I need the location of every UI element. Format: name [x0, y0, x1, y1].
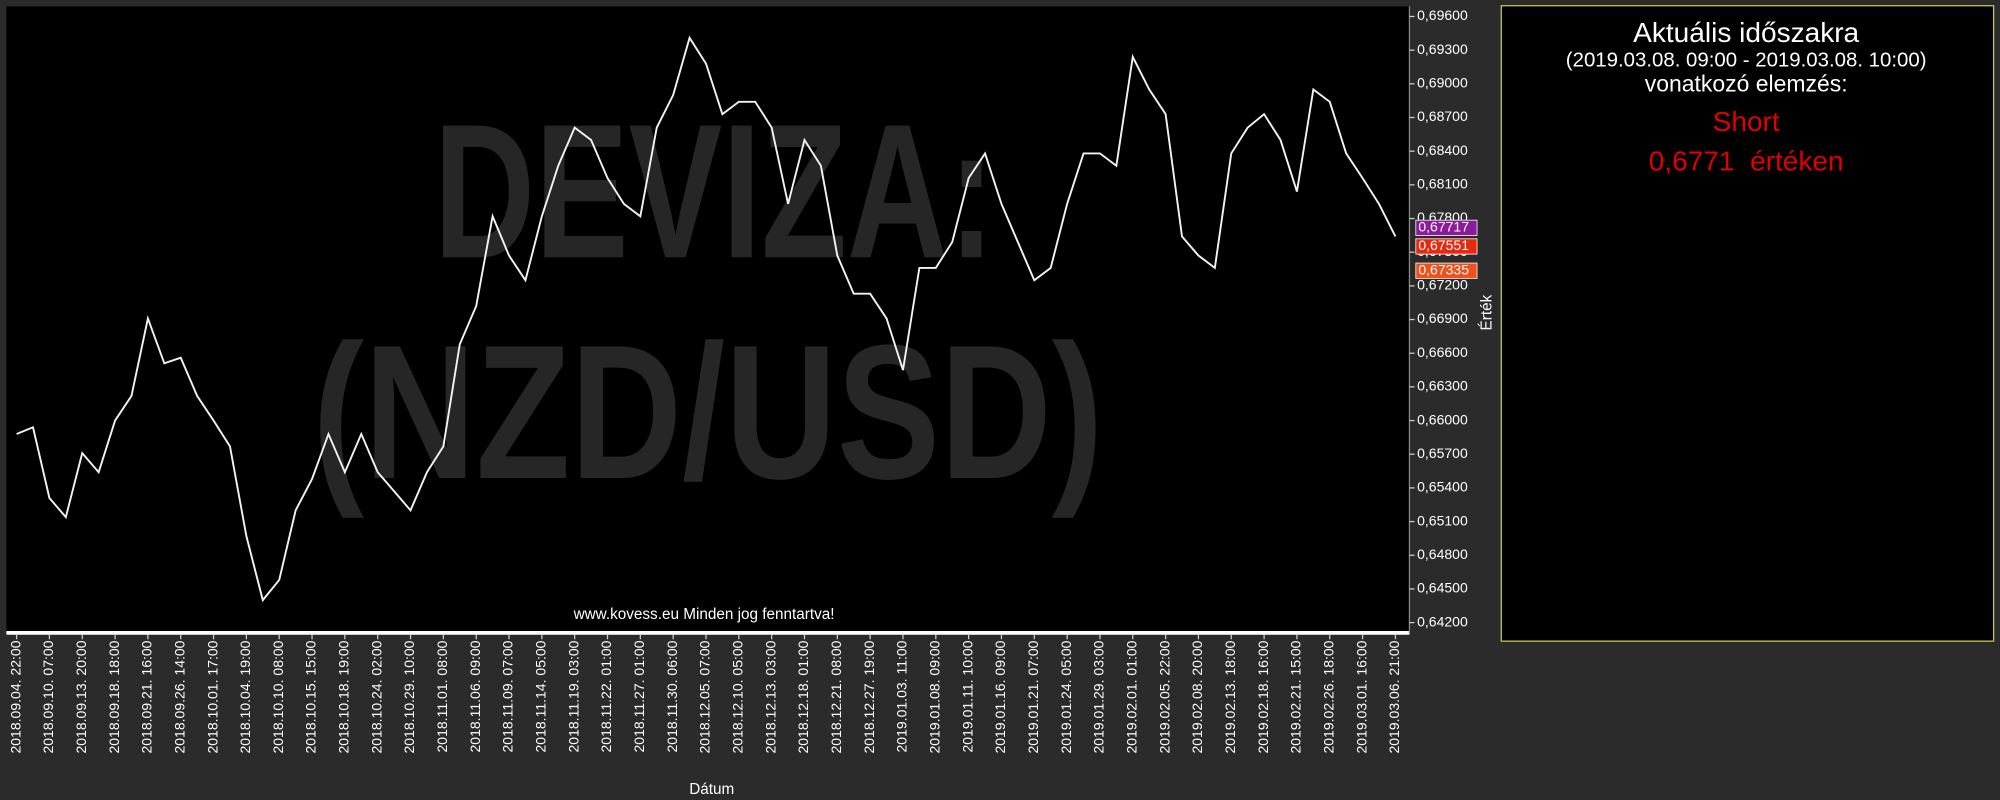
- x-tick-label: 2018.10.18. 19:00: [336, 640, 352, 753]
- x-tick-label: 2018.09.26. 14:00: [171, 640, 187, 753]
- x-tick-label: 2019.02.05. 22:00: [1156, 640, 1172, 753]
- x-tick-label: 2019.01.11. 10:00: [959, 640, 975, 752]
- x-tick-label: 2018.09.04. 22:00: [7, 640, 23, 753]
- x-tick-label: 2018.10.15. 15:00: [303, 640, 319, 753]
- x-tick-label: 2018.09.21. 16:00: [139, 640, 155, 753]
- price-line: [16, 35, 1397, 603]
- price-marker: [1415, 219, 1478, 236]
- x-tick-label: 2018.11.09. 07:00: [500, 640, 516, 752]
- watermark: DEVIZA:: [434, 84, 995, 298]
- x-tick-label: 2019.02.01. 01:00: [1123, 640, 1139, 753]
- y-tick-label: 0,66000: [1417, 411, 1468, 427]
- y-tick-label: 0,68400: [1417, 142, 1468, 158]
- panel-period: (2019.03.08. 09:00 - 2019.03.08. 10:00): [1566, 50, 1927, 72]
- x-tick-label: 2018.12.18. 01:00: [795, 640, 811, 753]
- price-marker-label: 0,67551: [1418, 237, 1469, 253]
- y-tick-label: 0,69300: [1417, 41, 1468, 57]
- y-tick-label: 0,68700: [1417, 108, 1468, 124]
- x-tick-label: 2018.10.01. 17:00: [204, 640, 220, 753]
- x-tick-label: 2019.03.01. 16:00: [1353, 640, 1369, 753]
- y-tick-label: 0,67200: [1417, 277, 1468, 293]
- x-tick-label: 2018.11.22. 01:00: [598, 640, 614, 752]
- x-tick-label: 2018.09.10. 07:00: [40, 640, 56, 753]
- x-tick-label: 2019.01.08. 09:00: [927, 640, 943, 753]
- price-marker-label: 0,67717: [1418, 219, 1469, 235]
- y-tick-label: 0,66300: [1417, 378, 1468, 394]
- panel-signal: Short: [1713, 106, 1780, 137]
- x-tick-label: 2019.01.21. 07:00: [1025, 640, 1041, 753]
- panel-title: Aktuális időszakra: [1633, 17, 1859, 48]
- x-tick-label: 2019.02.21. 15:00: [1288, 640, 1304, 753]
- x-tick-label: 2018.12.05. 07:00: [697, 640, 713, 753]
- x-tick-label: 2019.01.29. 03:00: [1091, 640, 1107, 753]
- x-tick-label: 2019.01.03. 11:00: [894, 640, 910, 752]
- y-tick-label: 0,65100: [1417, 512, 1468, 528]
- footer-note: www.kovess.eu Minden jog fenntartva!: [573, 606, 835, 623]
- x-tick-label: 2018.11.27. 01:00: [631, 640, 647, 752]
- x-tick-label: 2018.11.01. 08:00: [434, 640, 450, 752]
- x-tick-label: 2018.10.04. 19:00: [237, 640, 253, 753]
- x-tick-label: 2018.10.29. 10:00: [401, 640, 417, 753]
- x-tick-label: 2018.11.06. 09:00: [467, 640, 483, 752]
- y-tick-label: 0,65400: [1417, 479, 1468, 495]
- y-tick-label: 0,66900: [1417, 310, 1468, 326]
- x-tick-label: 2018.11.30. 06:00: [664, 640, 680, 752]
- y-tick-label: 0,66600: [1417, 344, 1468, 360]
- price-marker: [1415, 262, 1478, 279]
- x-tick-label: 2019.02.26. 18:00: [1320, 640, 1336, 753]
- price-marker: [1415, 238, 1478, 255]
- y-tick-label: 0,65700: [1417, 445, 1468, 461]
- x-tick-label: 2018.10.10. 08:00: [270, 640, 286, 753]
- x-axis-label: Dátum: [689, 781, 734, 798]
- x-tick-label: 2018.09.13. 20:00: [73, 640, 89, 753]
- y-tick-label: 0,64800: [1417, 546, 1468, 562]
- x-tick-label: 2019.01.16. 09:00: [992, 640, 1008, 753]
- x-tick-label: 2018.11.19. 03:00: [565, 640, 581, 752]
- analysis-panel: [1500, 5, 1995, 642]
- x-tick-label: 2018.12.13. 03:00: [762, 640, 778, 753]
- x-tick-label: 2019.02.08. 20:00: [1189, 640, 1205, 753]
- x-tick-label: 2018.10.24. 02:00: [368, 640, 384, 753]
- y-tick-label: 0,69600: [1417, 7, 1468, 23]
- x-tick-label: 2018.09.18. 18:00: [106, 640, 122, 753]
- panel-price: 0,6771 értéken: [1649, 146, 1844, 177]
- price-marker-label: 0,67335: [1418, 261, 1469, 277]
- y-tick-label: 0,64500: [1417, 580, 1468, 596]
- x-tick-label: 2018.12.10. 05:00: [730, 640, 746, 753]
- plot-area: [6, 6, 1410, 632]
- x-tick-label: 2018.12.21. 08:00: [828, 640, 844, 753]
- panel-subtitle: vonatkozó elemzés:: [1645, 71, 1848, 97]
- x-tick-label: 2019.02.18. 16:00: [1255, 640, 1271, 753]
- x-tick-label: 2018.12.27. 19:00: [861, 640, 877, 753]
- x-tick-label: 2018.11.14. 05:00: [533, 640, 549, 752]
- x-tick-label: 2019.01.24. 05:00: [1058, 640, 1074, 753]
- y-tick-label: 0,69000: [1417, 75, 1468, 91]
- x-tick-label: 2019.02.13. 18:00: [1222, 640, 1238, 753]
- x-tick-label: 2019.03.06. 21:00: [1386, 640, 1402, 753]
- y-axis-label: Érték: [1478, 294, 1495, 330]
- y-tick-label: 0,64200: [1417, 613, 1468, 629]
- y-tick-label: 0,68100: [1417, 176, 1468, 192]
- watermark: (NZD/USD): [312, 305, 1103, 519]
